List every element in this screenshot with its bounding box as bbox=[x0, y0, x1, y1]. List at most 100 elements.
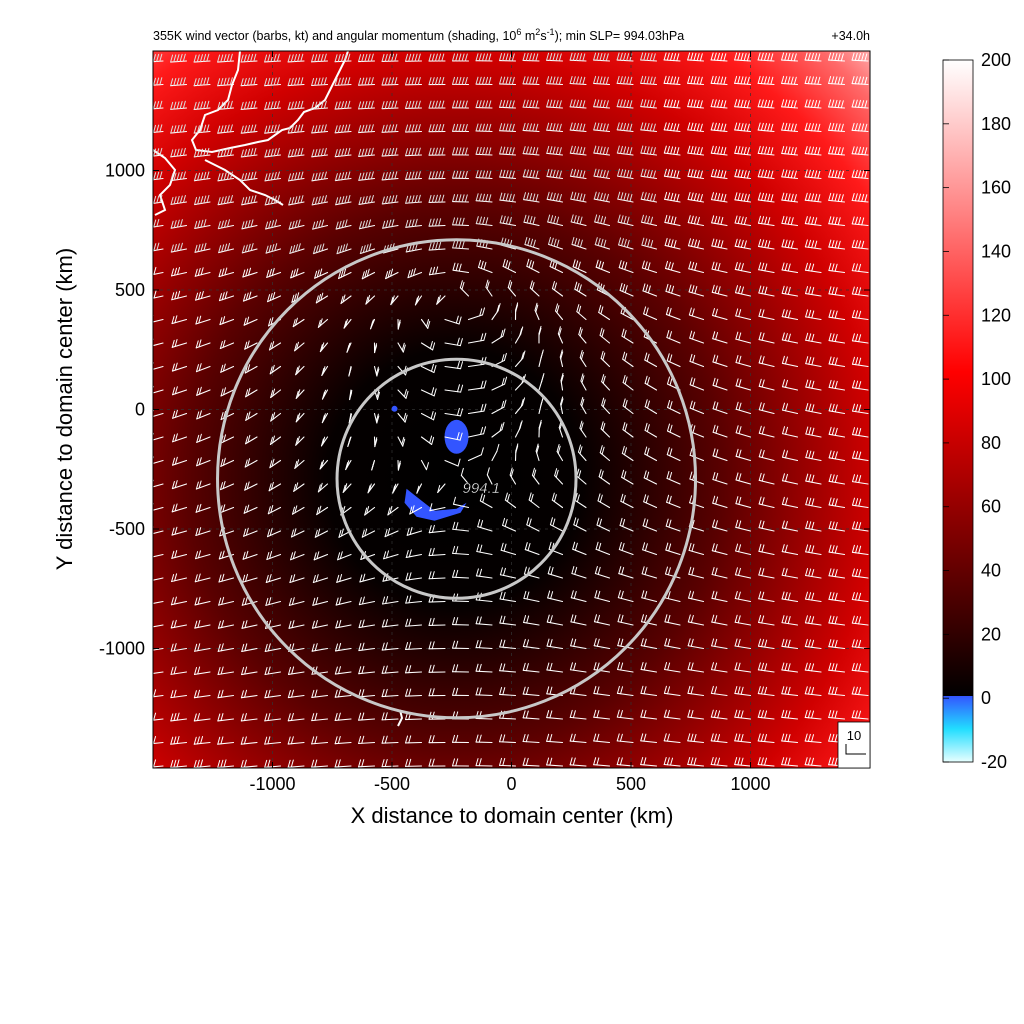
wind-barb-feather bbox=[670, 169, 674, 178]
wind-barb-feather bbox=[194, 197, 198, 206]
wind-barb-shaft bbox=[593, 106, 611, 109]
wind-barb bbox=[663, 709, 681, 720]
wind-barb bbox=[556, 443, 564, 462]
wind-barb-feather bbox=[667, 192, 671, 201]
wind-barb-feather bbox=[676, 170, 680, 179]
wind-barb-feather bbox=[358, 172, 362, 181]
wind-barb-feather bbox=[171, 292, 175, 301]
wind-barb bbox=[758, 262, 775, 274]
wind-barb-feather bbox=[270, 413, 274, 422]
wind-barb bbox=[241, 243, 258, 254]
wind-barb-feather bbox=[598, 469, 602, 478]
wind-barb-feather bbox=[571, 236, 575, 245]
wind-barb bbox=[153, 124, 164, 134]
wind-barb-feather bbox=[375, 413, 379, 422]
wind-barb bbox=[361, 268, 376, 280]
wind-barb-feather bbox=[834, 663, 838, 672]
wind-barb-feather bbox=[787, 757, 791, 766]
wind-barb bbox=[491, 376, 508, 391]
wind-barb-feather bbox=[267, 712, 271, 721]
wind-barb bbox=[476, 544, 493, 556]
wind-barb bbox=[828, 520, 846, 532]
wind-barb-feather bbox=[787, 286, 791, 295]
wind-barb-feather bbox=[431, 641, 435, 650]
wind-barb-feather bbox=[737, 733, 741, 742]
wind-barb bbox=[569, 76, 587, 86]
wind-barb-feather bbox=[381, 689, 385, 698]
wind-barb-shaft bbox=[153, 365, 164, 370]
wind-barb-feather bbox=[203, 124, 207, 133]
wind-barb-feather bbox=[428, 147, 432, 156]
wind-barb-feather bbox=[452, 640, 456, 649]
wind-barb-feather bbox=[511, 53, 515, 62]
wind-barb bbox=[381, 688, 399, 698]
wind-barb-shaft bbox=[735, 479, 752, 485]
wind-barb-feather bbox=[712, 401, 716, 410]
wind-barb-feather bbox=[793, 194, 797, 203]
wind-barb bbox=[195, 550, 211, 560]
wind-barb bbox=[734, 709, 752, 720]
wind-barb-shaft bbox=[781, 693, 799, 697]
wind-barb-feather bbox=[600, 470, 604, 479]
wind-barb-feather bbox=[478, 100, 482, 109]
wind-barb bbox=[381, 665, 399, 674]
wind-barb-shaft bbox=[663, 175, 681, 180]
wind-barb bbox=[311, 712, 329, 722]
wind-barb-feather bbox=[579, 170, 583, 179]
wind-barb-shaft bbox=[405, 671, 423, 674]
wind-barb-feather bbox=[430, 363, 434, 372]
wind-barb-feather bbox=[460, 361, 464, 370]
wind-barb-feather bbox=[197, 550, 201, 559]
wind-barb bbox=[467, 307, 486, 321]
wind-barb-feather bbox=[485, 76, 489, 85]
wind-barb-shaft bbox=[734, 692, 752, 697]
wind-barb-feather bbox=[643, 733, 647, 742]
wind-barb-feather bbox=[854, 99, 858, 108]
wind-barb bbox=[436, 295, 446, 305]
wind-barb-feather bbox=[737, 686, 741, 695]
wind-barb-feather bbox=[626, 239, 630, 248]
wind-barb-feather bbox=[315, 574, 319, 583]
wind-barb bbox=[491, 422, 505, 438]
wind-barb-feather bbox=[361, 196, 365, 205]
wind-barb-feather bbox=[438, 124, 442, 133]
wind-barb-feather bbox=[381, 124, 385, 133]
wind-barb-feather bbox=[223, 434, 227, 443]
wind-barb-shaft bbox=[851, 434, 869, 438]
wind-barb-feather bbox=[526, 258, 530, 267]
wind-barb-feather bbox=[533, 469, 537, 478]
wind-barb-shaft bbox=[404, 154, 423, 157]
wind-barb-feather bbox=[807, 710, 811, 719]
wind-barb bbox=[244, 364, 258, 374]
wind-barb-feather bbox=[341, 148, 345, 157]
wind-barb-feather bbox=[787, 169, 791, 178]
wind-barb-feather bbox=[428, 525, 432, 534]
wind-barb-feather bbox=[344, 53, 348, 62]
wind-barb-feather bbox=[505, 123, 509, 132]
wind-barb-feather bbox=[858, 663, 862, 672]
wind-barb-feather bbox=[576, 123, 580, 132]
wind-barb-feather bbox=[159, 77, 163, 86]
wind-barb-feather bbox=[737, 216, 741, 225]
wind-barb-feather bbox=[483, 403, 487, 412]
wind-barb-feather bbox=[602, 422, 606, 431]
wind-barb bbox=[616, 145, 634, 156]
wind-barb-feather bbox=[247, 172, 251, 181]
wind-barb bbox=[312, 243, 329, 255]
wind-barb-shaft bbox=[758, 527, 775, 532]
wind-barb-feather bbox=[362, 245, 366, 254]
wind-barb-feather bbox=[663, 685, 667, 694]
wind-barb-feather bbox=[669, 76, 673, 85]
wind-barb-feather bbox=[696, 123, 700, 132]
wind-barb-feather bbox=[250, 124, 254, 133]
wind-barb-feather bbox=[757, 638, 761, 647]
wind-barb-feather bbox=[687, 238, 691, 247]
wind-barb-feather bbox=[831, 193, 835, 202]
wind-barb-shaft bbox=[804, 106, 822, 109]
wind-barb bbox=[217, 643, 235, 652]
wind-barb-feather bbox=[538, 325, 542, 334]
wind-barb-feather bbox=[441, 53, 445, 62]
wind-barb bbox=[851, 216, 869, 227]
wind-barb bbox=[342, 483, 352, 493]
wind-barb-shaft bbox=[522, 199, 540, 203]
